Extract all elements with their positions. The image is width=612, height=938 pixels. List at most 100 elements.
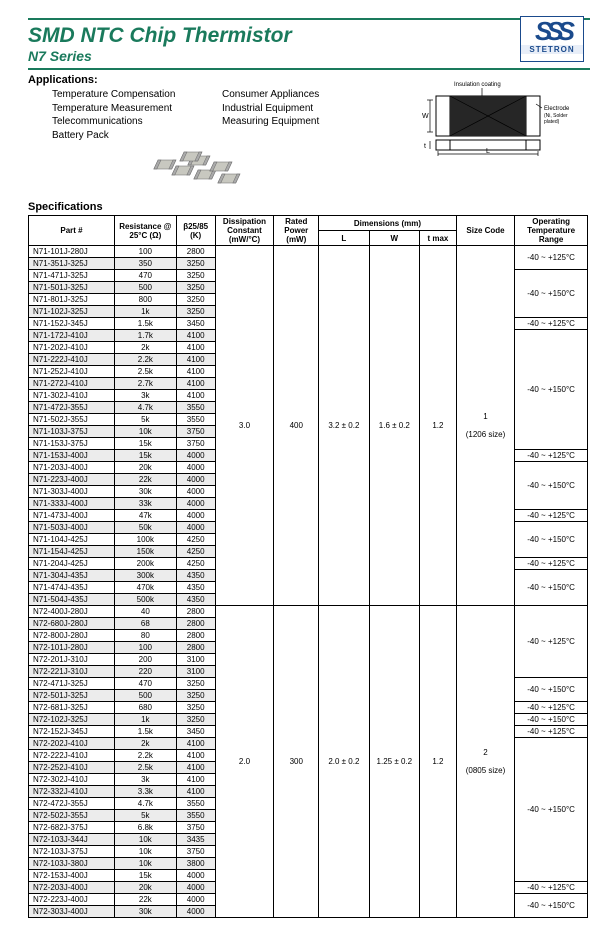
cell-beta: 3250 [176, 306, 215, 318]
cell-beta: 4100 [176, 342, 215, 354]
cell-dim-t: 1.2 [420, 606, 457, 918]
cell-resistance: 470k [114, 582, 176, 594]
app-item: Battery Pack [52, 129, 222, 143]
table-header: Part # Resistance @ 25°C (Ω) β25/85 (K) … [29, 216, 588, 246]
cell-beta: 4000 [176, 894, 215, 906]
cell-resistance: 470 [114, 678, 176, 690]
cell-resistance: 2.2k [114, 354, 176, 366]
app-item: Consumer Appliances [222, 88, 372, 102]
cell-beta: 2800 [176, 606, 215, 618]
cell-beta: 4100 [176, 390, 215, 402]
cell-beta: 4000 [176, 906, 215, 918]
cell-temp-range: -40 ~ +125°C [515, 246, 588, 270]
cell-part: N72-223J-400J [29, 894, 115, 906]
electrode-sub2: plated) [544, 119, 560, 125]
cell-part: N71-351J-325J [29, 258, 115, 270]
cell-part: N72-680J-280J [29, 618, 115, 630]
cell-size-code: 1(1206 size) [456, 246, 514, 606]
cell-beta: 3250 [176, 714, 215, 726]
cell-part: N71-471J-325J [29, 270, 115, 282]
cell-beta: 3450 [176, 726, 215, 738]
cell-resistance: 2k [114, 342, 176, 354]
cell-beta: 2800 [176, 642, 215, 654]
cell-resistance: 22k [114, 474, 176, 486]
cell-temp-range: -40 ~ +150°C [515, 522, 588, 558]
cell-temp-range: -40 ~ +125°C [515, 510, 588, 522]
cell-beta: 3550 [176, 402, 215, 414]
brand-logo: SSS STETRON [520, 16, 584, 62]
page-title: SMD NTC Chip Thermistor [28, 24, 590, 48]
cell-resistance: 22k [114, 894, 176, 906]
cell-part: N71-104J-425J [29, 534, 115, 546]
cell-beta: 4000 [176, 882, 215, 894]
cell-resistance: 100 [114, 642, 176, 654]
cell-resistance: 800 [114, 294, 176, 306]
cell-temp-range: -40 ~ +150°C [515, 270, 588, 318]
cell-beta: 4100 [176, 354, 215, 366]
logo-text: STETRON [521, 45, 583, 54]
cell-beta: 4350 [176, 582, 215, 594]
cell-part: N72-103J-380J [29, 858, 115, 870]
cell-part: N72-681J-325J [29, 702, 115, 714]
cell-temp-range: -40 ~ +125°C [515, 702, 588, 714]
cell-part: N71-272J-410J [29, 378, 115, 390]
cell-resistance: 350 [114, 258, 176, 270]
cell-resistance: 220 [114, 666, 176, 678]
cell-beta: 4000 [176, 486, 215, 498]
cell-part: N72-202J-410J [29, 738, 115, 750]
cell-temp-range: -40 ~ +150°C [515, 714, 588, 726]
apps-col-1: Temperature Compensation Temperature Mea… [52, 88, 222, 142]
specifications-heading: Specifications [28, 201, 590, 213]
cell-size-code: 2(0805 size) [456, 606, 514, 918]
cell-beta: 3435 [176, 834, 215, 846]
cell-temp-range: -40 ~ +150°C [515, 330, 588, 450]
cell-part: N72-101J-280J [29, 642, 115, 654]
col-dimensions: Dimensions (mm) [319, 216, 457, 231]
cell-resistance: 33k [114, 498, 176, 510]
cell-resistance: 500 [114, 282, 176, 294]
cell-part: N71-302J-410J [29, 390, 115, 402]
cell-part: N71-223J-400J [29, 474, 115, 486]
cell-resistance: 80 [114, 630, 176, 642]
cell-temp-range: -40 ~ +150°C [515, 570, 588, 606]
col-l: L [319, 231, 369, 246]
cell-resistance: 10k [114, 846, 176, 858]
cell-temp-range: -40 ~ +125°C [515, 558, 588, 570]
cell-part: N72-222J-410J [29, 750, 115, 762]
cell-part: N71-501J-325J [29, 282, 115, 294]
chips-illustration [148, 148, 258, 188]
cell-temp-range: -40 ~ +125°C [515, 606, 588, 678]
cell-beta: 4250 [176, 546, 215, 558]
cell-resistance: 5k [114, 810, 176, 822]
cell-part: N72-471J-325J [29, 678, 115, 690]
cell-beta: 3550 [176, 798, 215, 810]
cell-resistance: 4.7k [114, 402, 176, 414]
cell-power: 300 [274, 606, 319, 918]
col-dissipation: Dissipation Constant (mW/°C) [215, 216, 274, 246]
cell-part: N71-154J-425J [29, 546, 115, 558]
cell-beta: 3250 [176, 270, 215, 282]
cell-temp-range: -40 ~ +125°C [515, 450, 588, 462]
cell-temp-range: -40 ~ +150°C [515, 894, 588, 918]
col-size: Size Code [456, 216, 514, 246]
cell-resistance: 2k [114, 738, 176, 750]
cell-resistance: 15k [114, 870, 176, 882]
cell-part: N71-503J-400J [29, 522, 115, 534]
cell-resistance: 500 [114, 690, 176, 702]
col-resistance: Resistance @ 25°C (Ω) [114, 216, 176, 246]
cell-resistance: 6.8k [114, 822, 176, 834]
l-label: L [486, 148, 490, 155]
cell-temp-range: -40 ~ +125°C [515, 726, 588, 738]
cell-beta: 3100 [176, 666, 215, 678]
cell-part: N71-153J-375J [29, 438, 115, 450]
cell-dim-l: 3.2 ± 0.2 [319, 246, 369, 606]
cell-resistance: 1.5k [114, 726, 176, 738]
cell-part: N72-502J-355J [29, 810, 115, 822]
top-rule [28, 18, 590, 20]
cell-part: N71-474J-435J [29, 582, 115, 594]
cell-resistance: 1.5k [114, 318, 176, 330]
cell-beta: 2800 [176, 618, 215, 630]
app-item: Measuring Equipment [222, 115, 372, 129]
cell-part: N71-203J-400J [29, 462, 115, 474]
cell-part: N71-204J-425J [29, 558, 115, 570]
